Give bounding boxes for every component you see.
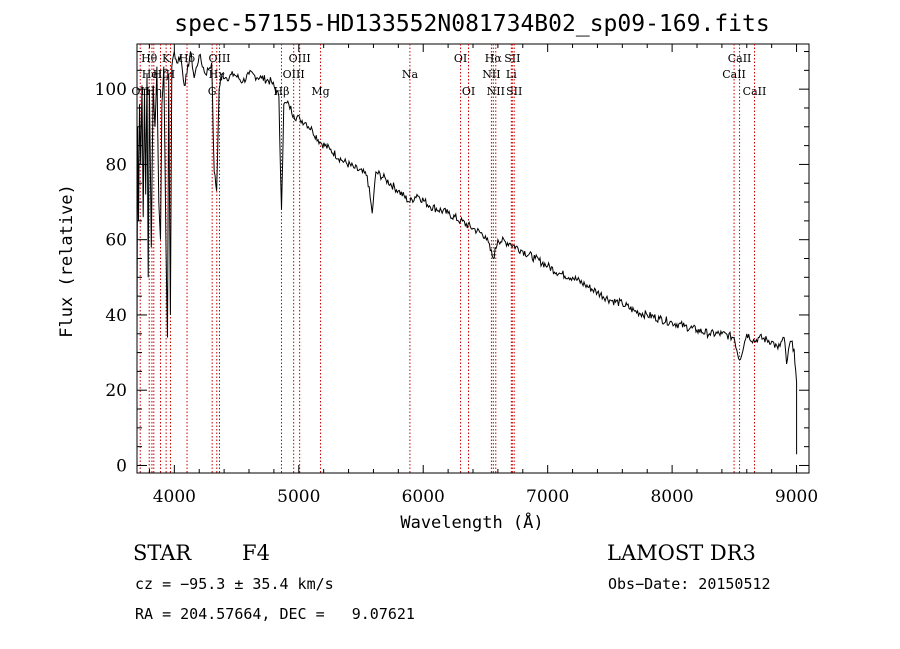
spectral-line-label: CaII bbox=[722, 68, 746, 81]
spectral-line-markers bbox=[139, 44, 755, 473]
y-tick-label: 20 bbox=[105, 381, 127, 401]
x-tick-label: 6000 bbox=[402, 487, 445, 507]
spectral-line-label: OIII bbox=[208, 52, 230, 65]
spectral-line-label: Hθ bbox=[141, 52, 158, 65]
x-tick-label: 7000 bbox=[526, 487, 569, 507]
y-axis-label: Flux (relative) bbox=[57, 184, 77, 338]
observation-date: Obs−Date: 20150512 bbox=[608, 575, 771, 593]
plot-frame bbox=[136, 43, 810, 474]
y-axis: 0 20 40 60 80 100 bbox=[95, 51, 809, 476]
spectral-line-label: Hα bbox=[485, 52, 503, 65]
spectral-line-label: Na bbox=[402, 68, 419, 81]
spectral-line-label: CaII bbox=[728, 52, 752, 65]
y-tick-label: 60 bbox=[105, 231, 127, 251]
x-tick-label: 4000 bbox=[153, 487, 196, 507]
x-axis-label: Wavelength (Å) bbox=[400, 511, 543, 533]
y-tick-label: 40 bbox=[105, 306, 127, 326]
spectral-line-label: NII bbox=[482, 68, 500, 81]
spectral-line-label: Hβ bbox=[274, 85, 290, 98]
spectrum-series-line bbox=[136, 51, 798, 455]
spectral-line-labels: OIIHθHeIHηHζKHHδGHγOIIIHβOIIIOIIIMgNaOIO… bbox=[131, 52, 766, 98]
spectral-subclass: F4 bbox=[242, 541, 270, 565]
x-tick-label: 9000 bbox=[775, 487, 818, 507]
y-tick-label: 0 bbox=[116, 456, 127, 476]
spectral-line-label: SII bbox=[506, 85, 522, 98]
x-axis: 4000 5000 6000 7000 8000 9000 bbox=[148, 44, 818, 507]
coordinates: RA = 204.57664, DEC = 9.07621 bbox=[135, 605, 415, 623]
redshift-cz: cz = −95.3 ± 35.4 km/s bbox=[135, 575, 334, 593]
spectral-line-label: OIII bbox=[283, 68, 305, 81]
object-type: STAR bbox=[133, 541, 192, 565]
spectral-line-label: SII bbox=[504, 52, 520, 65]
spectral-line-label: OI bbox=[454, 52, 467, 65]
survey-name: LAMOST DR3 bbox=[607, 541, 756, 565]
spectral-line-label: NII bbox=[487, 85, 505, 98]
y-tick-label: 80 bbox=[105, 155, 127, 175]
y-tick-label: 100 bbox=[95, 80, 127, 100]
spectral-line-label: K bbox=[162, 52, 171, 65]
chart-title: spec-57155-HD133552N081734B02_sp09-169.f… bbox=[174, 11, 769, 37]
x-tick-label: 5000 bbox=[277, 487, 320, 507]
spectral-line-label: OI bbox=[462, 85, 475, 98]
spectral-line-label: Mg bbox=[311, 85, 329, 98]
spectral-line-label: CaII bbox=[743, 85, 767, 98]
spectral-line-label: OIII bbox=[289, 52, 311, 65]
spectral-line-label: H bbox=[166, 68, 176, 81]
spectral-line-label: Li bbox=[506, 68, 517, 81]
x-tick-label: 8000 bbox=[650, 487, 693, 507]
